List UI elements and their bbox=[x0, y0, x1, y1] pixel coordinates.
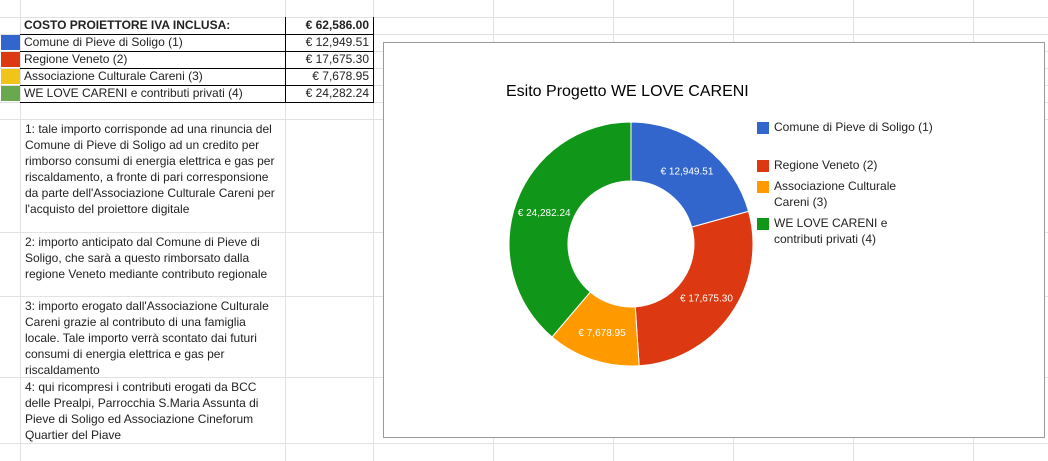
summary-title: COSTO PROIETTORE IVA INCLUSA: bbox=[24, 18, 231, 32]
legend-swatch bbox=[757, 218, 769, 230]
summary-total-cell[interactable]: € 62,586.00 bbox=[285, 17, 374, 35]
summary-row-label: Associazione Culturale Careni (3) bbox=[24, 69, 203, 83]
donut-chart-svg: € 12,949.51 € 17,675.30 € 7,678.95 € 24,282… bbox=[508, 121, 754, 367]
summary-total: € 62,586.00 bbox=[305, 18, 369, 32]
chart-title: Esito Progetto WE LOVE CARENI bbox=[506, 83, 749, 100]
note-2[interactable]: 2: importo anticipato dal Comune di Piev… bbox=[25, 235, 268, 281]
summary-row-label-cell[interactable]: WE LOVE CARENI e contributi privati (4) bbox=[20, 85, 286, 103]
summary-row-amount: € 7,678.95 bbox=[312, 69, 369, 83]
legend-item[interactable]: Regione Veneto (2) bbox=[757, 157, 934, 173]
donut-chart[interactable]: Esito Progetto WE LOVE CARENI € 12,949.5… bbox=[383, 42, 1045, 438]
slice-value-label: € 7,678.95 bbox=[578, 328, 626, 339]
summary-row-amount-cell[interactable]: € 17,675.30 bbox=[285, 51, 374, 69]
legend-label: Regione Veneto (2) bbox=[774, 158, 878, 172]
summary-row-amount-cell[interactable]: € 7,678.95 bbox=[285, 68, 374, 86]
grid-row-line bbox=[0, 443, 1048, 444]
summary-row-amount-cell[interactable]: € 12,949.51 bbox=[285, 34, 374, 52]
color-swatch bbox=[1, 86, 20, 101]
note-4[interactable]: 4: qui ricompresi i contributi erogati d… bbox=[25, 380, 259, 442]
legend-item[interactable]: WE LOVE CARENI e contributi privati (4) bbox=[757, 215, 934, 247]
summary-title-cell[interactable]: COSTO PROIETTORE IVA INCLUSA: bbox=[20, 17, 286, 35]
note-3[interactable]: 3: importo erogato dall'Associazione Cul… bbox=[25, 299, 269, 377]
slice-value-label: € 17,675.30 bbox=[680, 293, 733, 304]
grid-column-line bbox=[20, 0, 21, 461]
summary-row-label-cell[interactable]: Associazione Culturale Careni (3) bbox=[20, 68, 286, 86]
summary-row-label-cell[interactable]: Regione Veneto (2) bbox=[20, 51, 286, 69]
slice-value-label: € 12,949.51 bbox=[661, 166, 714, 177]
summary-row-label-cell[interactable]: Comune di Pieve di Soligo (1) bbox=[20, 34, 286, 52]
color-swatch bbox=[1, 35, 20, 50]
grid-row-line bbox=[0, 34, 1048, 35]
legend-swatch bbox=[757, 160, 769, 172]
summary-row-amount: € 12,949.51 bbox=[305, 35, 369, 49]
summary-row-amount: € 24,282.24 bbox=[305, 86, 369, 100]
color-swatch bbox=[1, 69, 20, 84]
summary-row-amount-cell[interactable]: € 24,282.24 bbox=[285, 85, 374, 103]
donut-slice[interactable] bbox=[630, 121, 750, 228]
legend-item[interactable]: Comune di Pieve di Soligo (1) bbox=[757, 119, 934, 135]
summary-row-label: Comune di Pieve di Soligo (1) bbox=[24, 35, 183, 49]
summary-row-label: Regione Veneto (2) bbox=[24, 52, 128, 66]
color-swatch bbox=[1, 52, 20, 67]
donut-slice[interactable] bbox=[508, 121, 632, 338]
legend-item[interactable]: Associazione Culturale Careni (3) bbox=[757, 178, 934, 210]
summary-row-amount: € 17,675.30 bbox=[305, 52, 369, 66]
summary-row-label: WE LOVE CARENI e contributi privati (4) bbox=[24, 86, 243, 100]
grid-column-line bbox=[285, 0, 286, 461]
legend-swatch bbox=[757, 122, 769, 134]
donut-slice[interactable] bbox=[634, 210, 754, 367]
legend-label: WE LOVE CARENI e contributi privati (4) bbox=[774, 216, 888, 246]
slice-value-label: € 24,282.24 bbox=[518, 208, 571, 219]
legend-swatch bbox=[757, 181, 769, 193]
note-1[interactable]: 1: tale importo corrisponde ad una rinun… bbox=[25, 122, 275, 216]
legend-label: Associazione Culturale Careni (3) bbox=[774, 179, 897, 209]
grid-column-line bbox=[373, 0, 374, 461]
grid-row-line bbox=[0, 17, 1048, 18]
legend-label: Comune di Pieve di Soligo (1) bbox=[774, 120, 933, 134]
